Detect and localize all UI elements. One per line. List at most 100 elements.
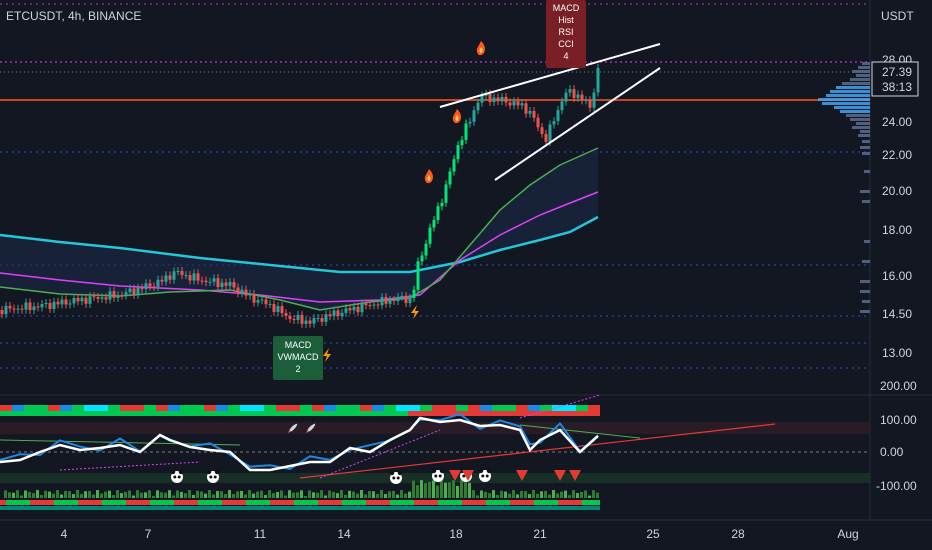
- histogram-bar: [132, 495, 135, 498]
- histogram-bar: [232, 494, 235, 498]
- candle-body: [456, 145, 460, 160]
- candle-body: [184, 275, 188, 277]
- currency-label[interactable]: USDT: [881, 9, 914, 23]
- histogram-bar: [32, 493, 35, 498]
- trend-strip-cell: [408, 405, 420, 411]
- bull-signal-box[interactable]: MACD VWMACD 2: [273, 336, 323, 380]
- trend-strip-cell: [300, 405, 312, 411]
- bottom-strip-cell: [228, 506, 234, 510]
- bottom-strip-cell: [462, 500, 468, 505]
- bottom-strip-cell: [408, 500, 414, 505]
- bottom-strip-cell: [282, 500, 288, 505]
- time-tick: 25: [646, 527, 660, 541]
- bottom-strip-cell: [42, 506, 48, 510]
- bull-signal-line: VWMACD: [278, 352, 319, 362]
- histogram-bar: [456, 485, 459, 498]
- histogram-bar: [176, 490, 179, 498]
- histogram-bar: [588, 495, 591, 498]
- trend-strip-cell: [552, 405, 564, 411]
- histogram-bar: [504, 491, 507, 498]
- panda-eye: [209, 475, 213, 479]
- candle-body: [392, 299, 396, 302]
- bottom-strip-cell: [264, 500, 270, 505]
- bottom-strip-cell: [150, 500, 156, 505]
- bottom-strip-cell: [120, 506, 126, 510]
- bottom-strip-cell: [0, 506, 6, 510]
- panda-face: [207, 471, 219, 483]
- candle-body: [220, 282, 224, 288]
- histogram-bar: [56, 490, 59, 498]
- bottom-strip-cell: [234, 506, 240, 510]
- panda-eye: [434, 474, 438, 478]
- candle-body: [192, 273, 196, 281]
- bottom-strip-cell: [474, 506, 480, 510]
- candle-body: [196, 273, 200, 281]
- wedge-upper-trendline[interactable]: [439, 43, 661, 108]
- candle-body: [556, 110, 560, 122]
- histogram-bar: [332, 491, 335, 498]
- candle-body: [588, 100, 592, 108]
- wedge-lower-trendline[interactable]: [494, 67, 661, 181]
- bottom-strip-cell: [324, 500, 330, 505]
- candle-body: [252, 293, 256, 303]
- bottom-strip-cell: [504, 500, 510, 505]
- candle-body: [572, 89, 576, 98]
- histogram-bar: [60, 494, 63, 498]
- trend-strip-cell: [564, 405, 576, 411]
- trend-strip-cell: [144, 411, 156, 416]
- volume-profile-bar: [858, 134, 870, 137]
- current-price-tag[interactable]: 27.39 38:13: [871, 61, 919, 97]
- volume-profile-bar: [862, 260, 870, 263]
- candle-body: [212, 278, 216, 282]
- panda-eye: [177, 475, 181, 479]
- bottom-strip-cell: [288, 500, 294, 505]
- candle-body: [284, 313, 288, 316]
- histogram-bar: [144, 492, 147, 498]
- candle-body: [136, 287, 140, 295]
- candle-body: [584, 100, 588, 102]
- histogram-bar: [416, 485, 419, 498]
- histogram-bar: [460, 480, 463, 498]
- bottom-strip-cell: [444, 500, 450, 505]
- volume-profile-bar: [862, 152, 870, 155]
- bottom-strip-cell: [126, 500, 132, 505]
- candle-body: [116, 295, 120, 298]
- trend-strip-cell: [72, 405, 84, 411]
- trend-strip-cell: [168, 411, 180, 416]
- trend-strip-cell: [264, 405, 276, 411]
- symbol-title[interactable]: ETCUSDT, 4h, BINANCE: [6, 9, 141, 23]
- bottom-strip-cell: [186, 500, 192, 505]
- bear-signal-box[interactable]: MACD Hist RSI CCI 4: [546, 0, 586, 68]
- histogram-bar: [524, 491, 527, 498]
- histogram-bar: [204, 493, 207, 498]
- candle-body: [268, 303, 272, 305]
- histogram-bar: [272, 493, 275, 498]
- candle-body: [92, 296, 96, 298]
- bottom-strip-cell: [132, 500, 138, 505]
- histogram-bar: [44, 490, 47, 498]
- candle-body: [4, 305, 8, 315]
- trend-strip-cell: [204, 405, 216, 411]
- lightning-icon: [323, 348, 331, 362]
- bottom-strip-cell: [174, 506, 180, 510]
- osc-tick: 100.00: [880, 413, 917, 427]
- bottom-strip-cell: [132, 506, 138, 510]
- bottom-strip-cell: [36, 500, 42, 505]
- osc-tick: -100.00: [876, 479, 917, 493]
- trend-strip-cell: [456, 411, 468, 416]
- trend-strip-cell: [204, 411, 216, 416]
- candle-body: [44, 302, 48, 305]
- bottom-strip-cell: [60, 500, 66, 505]
- histogram-bar: [544, 490, 547, 498]
- bottom-strip-cell: [366, 506, 372, 510]
- histogram-bar: [16, 490, 19, 498]
- trend-strip-cell: [552, 411, 564, 416]
- volume-profile-bar: [856, 74, 870, 77]
- candle-body: [492, 97, 496, 102]
- histogram-bar: [76, 490, 79, 498]
- trend-strip-cell: [420, 411, 432, 416]
- candle-body: [564, 92, 568, 102]
- volume-profile-bar: [858, 66, 870, 69]
- histogram-bar: [384, 493, 387, 498]
